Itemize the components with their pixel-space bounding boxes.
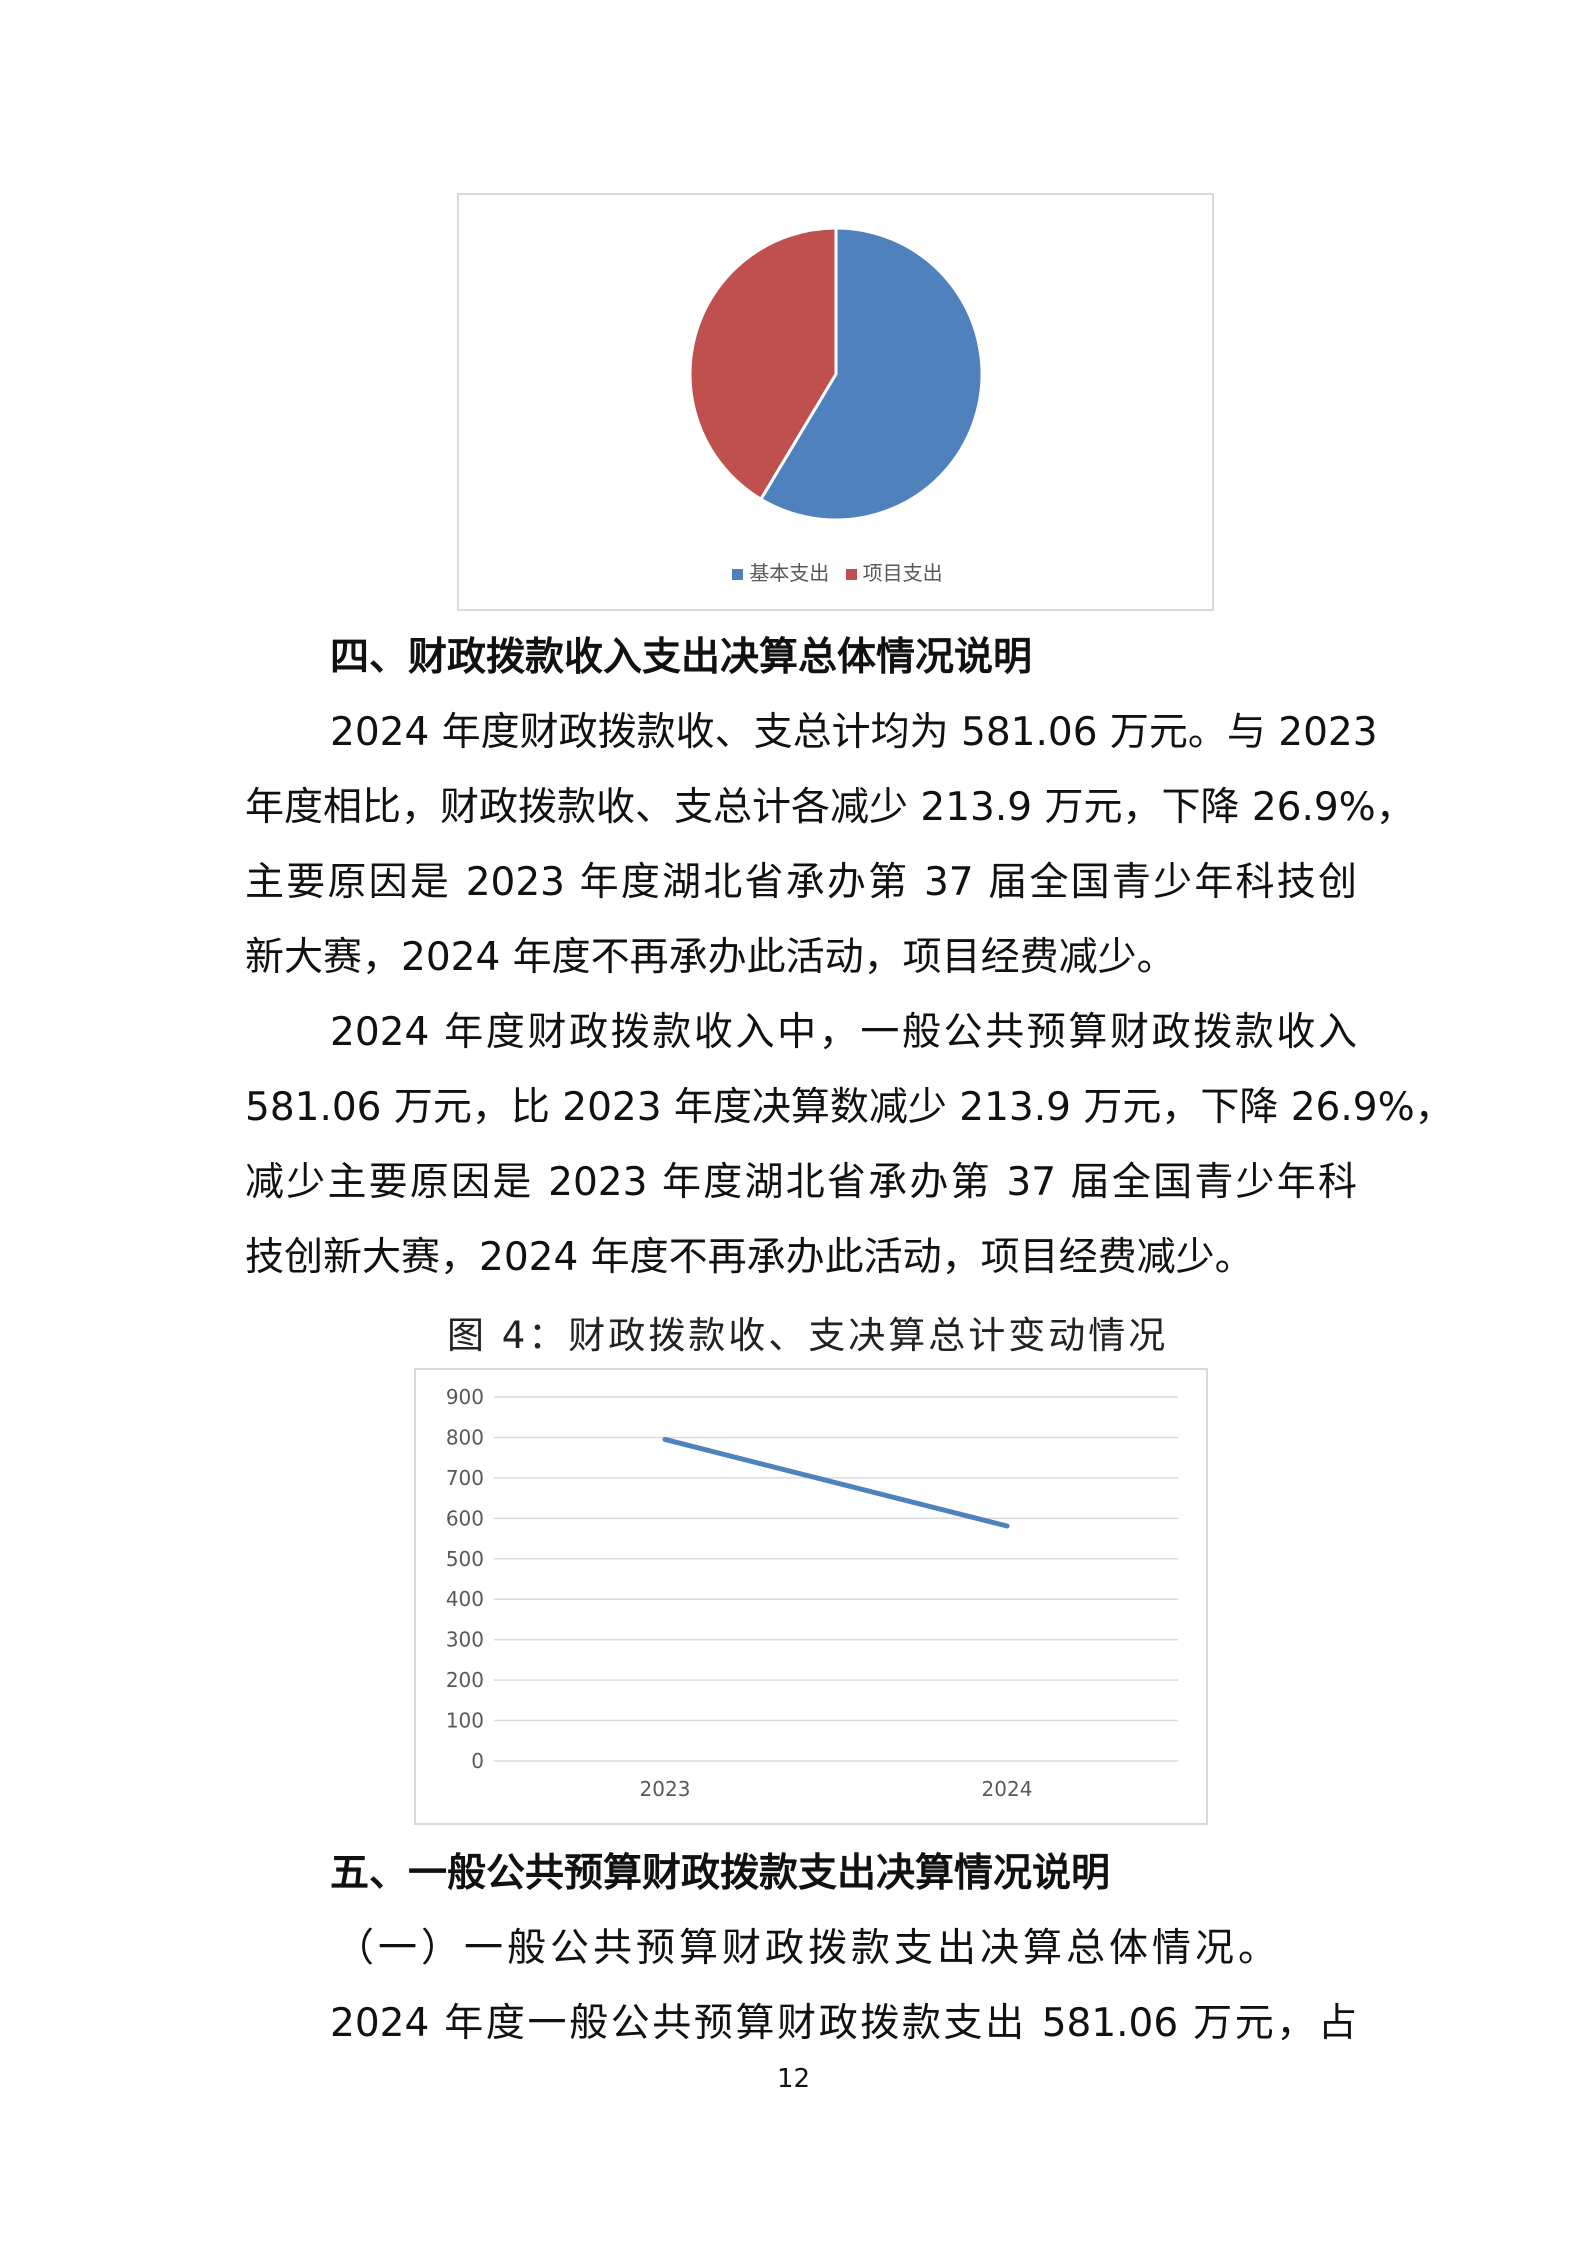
x-tick-label: 2024 xyxy=(982,1777,1033,1801)
paragraph-line: 581.06 万元，比 2023 年度决算数减少 213.9 万元，下降 26.… xyxy=(245,1085,1454,1130)
paragraph-line: 减少主要原因是 2023 年度湖北省承办第 37 届全国青少年科 xyxy=(245,1160,1357,1205)
line-chart-plot: 0 100 200 300 400 500 600 700 800 900 2023 2024 xyxy=(446,1385,1178,1801)
legend-label-project: 项目支出 xyxy=(862,561,943,585)
pie-slice-1 xyxy=(688,226,838,502)
pie-slice-0 xyxy=(758,226,984,522)
pie-legend: 基本支出 项目支出 xyxy=(459,557,1212,586)
section5-heading: 五、一般公共预算财政拨款支出决算情况说明 xyxy=(330,1851,1111,1896)
line-chart: 0 100 200 300 400 500 600 700 800 900 2023 2024 xyxy=(414,1368,1208,1825)
page-number: 12 xyxy=(776,2064,811,2094)
y-tick-label: 0 xyxy=(471,1749,484,1773)
y-tick-label: 500 xyxy=(446,1547,484,1571)
legend-swatch-project xyxy=(845,569,857,580)
subheading: （一）一般公共预算财政拨款支出决算总体情况。 xyxy=(335,1926,1282,1971)
y-tick-label: 400 xyxy=(446,1587,484,1611)
paragraph-line: 新大赛，2024 年度不再承办此活动，项目经费减少。 xyxy=(245,935,1176,980)
paragraph-line: 技创新大赛，2024 年度不再承办此活动，项目经费减少。 xyxy=(245,1235,1254,1280)
y-tick-label: 700 xyxy=(446,1466,484,1490)
paragraph-line: 2024 年度财政拨款收、支总计均为 581.06 万元。与 2023 xyxy=(330,710,1378,755)
paragraph-line: 主要原因是 2023 年度湖北省承办第 37 届全国青少年科技创 xyxy=(245,860,1357,905)
y-tick-label: 800 xyxy=(446,1425,484,1449)
series-line xyxy=(662,1436,1010,1529)
figure-caption: 图 4：财政拨款收、支决算总计变动情况 xyxy=(447,1314,1169,1357)
x-tick-label: 2023 xyxy=(640,1777,691,1801)
pie-chart: 基本支出 项目支出 xyxy=(457,193,1214,611)
y-tick-label: 600 xyxy=(446,1506,484,1530)
paragraph-line: 2024 年度财政拨款收入中，一般公共预算财政拨款收入 xyxy=(330,1010,1357,1055)
paragraph-line: 年度相比，财政拨款收、支总计各减少 213.9 万元，下降 26.9%， xyxy=(245,785,1415,830)
y-tick-label: 200 xyxy=(446,1668,484,1692)
legend-label-basic: 基本支出 xyxy=(749,561,830,585)
paragraph-line: 2024 年度一般公共预算财政拨款支出 581.06 万元，占 xyxy=(330,2001,1357,2046)
y-tick-label: 900 xyxy=(446,1385,484,1409)
legend-swatch-basic xyxy=(732,569,744,580)
pie-chart-plot xyxy=(688,226,984,522)
y-tick-label: 100 xyxy=(446,1709,484,1733)
y-tick-label: 300 xyxy=(446,1628,484,1652)
section4-heading: 四、财政拨款收入支出决算总体情况说明 xyxy=(330,635,1033,680)
